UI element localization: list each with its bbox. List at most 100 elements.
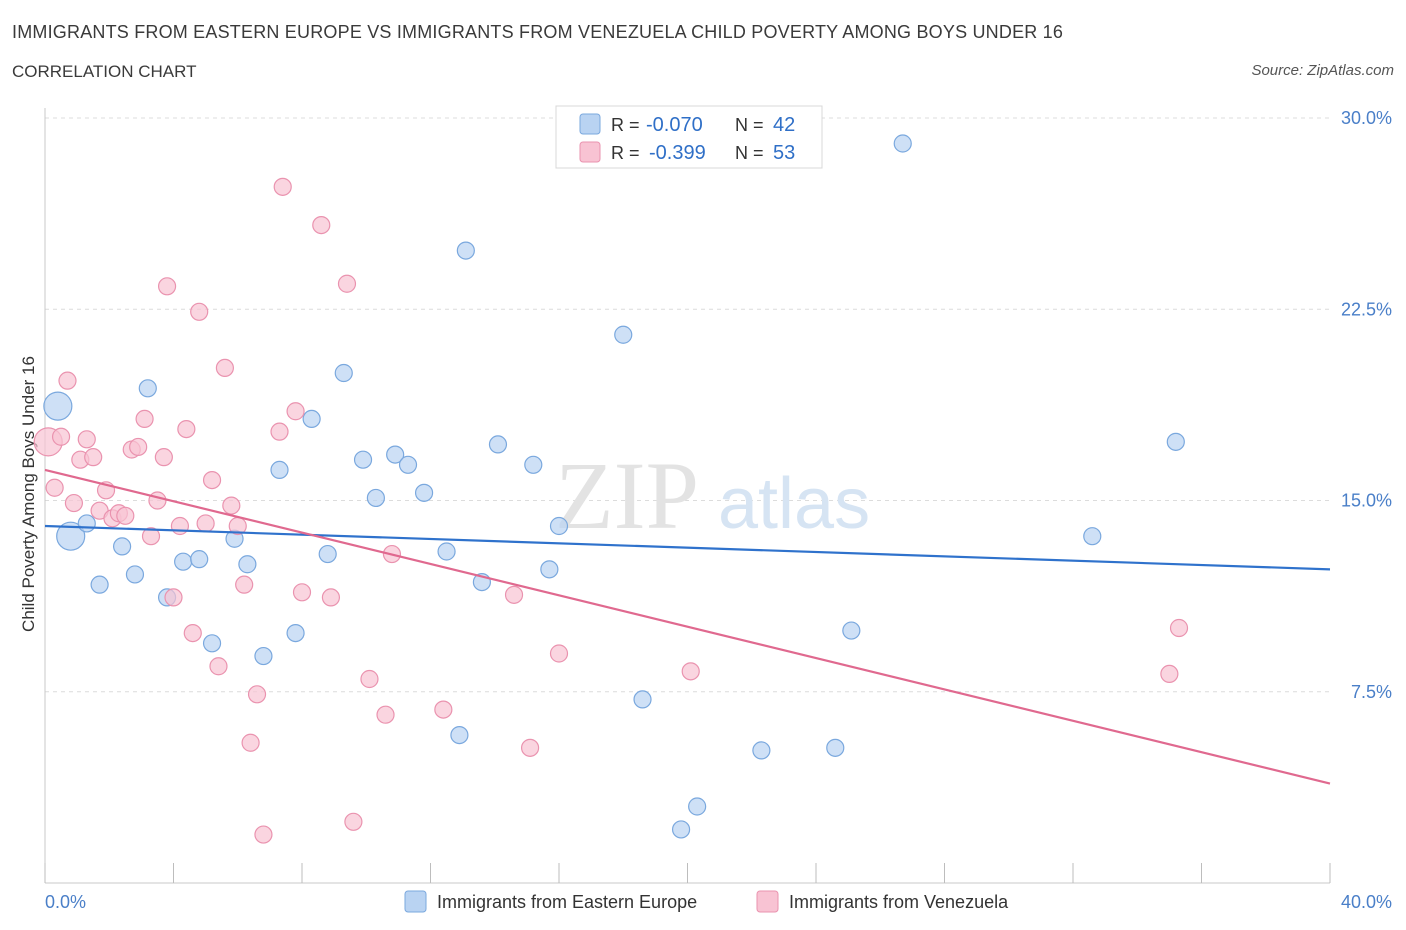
data-points <box>33 134 1189 844</box>
y-tick-label-0: 7.5% <box>1351 682 1392 702</box>
point-blue-16 <box>302 409 321 428</box>
point-pink-36 <box>273 177 292 196</box>
point-blue-32 <box>614 325 633 344</box>
point-pink-41 <box>337 274 357 293</box>
point-blue-19 <box>353 450 373 469</box>
point-blue-29 <box>524 455 543 474</box>
y-tick-labels: 7.5% 15.0% 22.5% 30.0% <box>1341 108 1392 702</box>
point-pink-48 <box>520 738 540 757</box>
series-legend-label-2: Immigrants from Venezuela <box>789 892 1009 912</box>
point-blue-12 <box>238 555 257 574</box>
point-blue-38 <box>842 621 861 640</box>
point-pink-28 <box>215 358 234 377</box>
chart-title: IMMIGRANTS FROM EASTERN EUROPE VS IMMIGR… <box>12 22 1064 42</box>
point-blue-41 <box>1166 432 1185 451</box>
point-blue-40 <box>1083 527 1102 546</box>
watermark-zip: ZIP <box>555 442 699 549</box>
point-pink-24 <box>190 302 209 321</box>
legend-n-label-2: N = <box>735 143 764 163</box>
point-blue-35 <box>688 797 707 816</box>
point-pink-27 <box>209 657 228 676</box>
x-tick-labels: 0.0% 40.0% <box>45 892 1392 912</box>
trend-line-blue <box>44 524 1331 571</box>
point-blue-8 <box>174 552 193 571</box>
point-blue-14 <box>270 460 289 479</box>
point-blue-20 <box>366 488 385 508</box>
point-pink-31 <box>235 575 254 594</box>
point-pink-12 <box>116 506 135 525</box>
x-tick-label-1: 40.0% <box>1341 892 1392 912</box>
point-pink-23 <box>183 623 202 643</box>
legend-swatch-blue <box>579 113 601 135</box>
point-blue-10 <box>202 634 222 653</box>
axes <box>44 108 1331 884</box>
point-blue-30 <box>540 560 559 579</box>
point-pink-7 <box>84 448 103 467</box>
point-pink-16 <box>141 527 161 546</box>
stats-legend: R = -0.070 N = 42 R = -0.399 N = 53 <box>555 105 823 169</box>
point-pink-40 <box>321 588 341 607</box>
point-blue-21 <box>386 445 405 464</box>
point-blue-22 <box>398 455 418 474</box>
point-blue-36 <box>752 741 771 760</box>
series-pink-points <box>33 177 1189 844</box>
point-blue-31 <box>549 516 569 536</box>
point-pink-18 <box>154 448 173 467</box>
trend-line-pink <box>44 468 1331 785</box>
point-pink-15 <box>135 409 154 428</box>
point-blue-9 <box>190 550 209 569</box>
x-tick-label-0: 0.0% <box>45 892 86 912</box>
source-credit: Source: ZipAtlas.com <box>1251 62 1394 79</box>
point-pink-44 <box>376 705 395 724</box>
legend-r-label-2: R = <box>611 143 640 163</box>
point-pink-25 <box>196 514 215 533</box>
grid-lines <box>45 117 1330 693</box>
legend-n-value-1: 42 <box>773 114 795 136</box>
point-blue-39 <box>893 134 912 153</box>
point-pink-26 <box>202 471 222 490</box>
point-pink-37 <box>286 402 305 421</box>
point-pink-34 <box>254 825 273 844</box>
point-pink-17 <box>148 491 167 510</box>
point-pink-1 <box>45 478 64 497</box>
point-pink-22 <box>177 420 196 439</box>
point-blue-15 <box>286 623 305 643</box>
point-pink-4 <box>64 493 84 513</box>
point-blue-3 <box>90 575 109 594</box>
point-pink-35 <box>270 422 289 441</box>
point-pink-20 <box>164 588 183 607</box>
legend-r-value-2: -0.399 <box>649 142 706 164</box>
point-pink-50 <box>681 662 700 681</box>
point-blue-1 <box>56 521 86 551</box>
y-axis-title: Child Poverty Among Boys Under 16 <box>19 356 38 632</box>
chart-subtitle: CORRELATION CHART <box>12 62 197 81</box>
point-pink-21 <box>170 516 190 536</box>
point-blue-5 <box>125 565 145 584</box>
point-blue-25 <box>450 725 469 745</box>
y-tick-label-2: 22.5% <box>1341 299 1392 319</box>
series-legend-swatch-blue <box>404 890 427 913</box>
legend-n-value-2: 53 <box>773 142 795 164</box>
legend-swatch-pink <box>579 141 601 163</box>
point-pink-3 <box>58 371 77 390</box>
point-blue-0 <box>43 391 73 421</box>
point-pink-14 <box>129 437 148 457</box>
legend-n-label-1: N = <box>735 115 764 135</box>
point-pink-49 <box>549 644 569 663</box>
point-blue-6 <box>138 379 157 398</box>
series-legend: Immigrants from Eastern Europe Immigrant… <box>404 890 1009 913</box>
point-pink-19 <box>157 277 177 296</box>
series-blue-points <box>43 134 1185 839</box>
point-blue-23 <box>414 483 434 502</box>
series-legend-swatch-pink <box>756 890 779 913</box>
point-blue-17 <box>318 544 337 564</box>
point-pink-42 <box>344 812 363 831</box>
point-blue-4 <box>112 537 132 556</box>
trend-lines <box>44 468 1331 785</box>
point-blue-37 <box>826 738 845 757</box>
point-pink-52 <box>1169 618 1189 638</box>
point-pink-39 <box>312 216 331 235</box>
point-pink-38 <box>292 583 312 602</box>
point-pink-46 <box>434 700 453 719</box>
